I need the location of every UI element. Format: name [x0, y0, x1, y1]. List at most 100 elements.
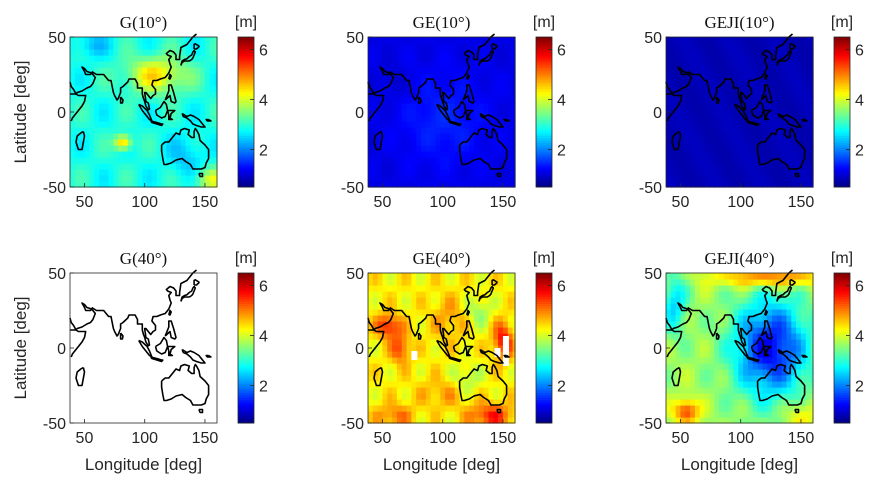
heatmap-cell [459, 279, 465, 286]
heatmap-cell [747, 393, 754, 400]
heatmap-cell [743, 315, 749, 322]
heatmap-cell [728, 375, 735, 382]
heatmap-cell [747, 375, 754, 382]
heatmap-cell [800, 339, 807, 346]
heatmap-cell [449, 55, 456, 62]
heatmap-cell [507, 399, 514, 406]
heatmap-cell [675, 181, 682, 188]
heatmap-cell [776, 73, 783, 80]
heatmap-cell [382, 151, 388, 158]
heatmap-cell [372, 387, 379, 394]
colorbar-segment [834, 319, 850, 323]
heatmap-cell [493, 79, 499, 86]
heatmap-cell [478, 121, 485, 128]
heatmap-cell [704, 151, 710, 158]
coastline [789, 278, 796, 286]
heatmap-cell [502, 279, 509, 286]
heatmap-cell [719, 333, 725, 340]
heatmap-cell [772, 97, 778, 104]
coastline [801, 354, 808, 358]
colorbar-tick-label: 6 [259, 43, 268, 60]
heatmap-cell [411, 345, 417, 352]
heatmap-cell [406, 139, 412, 146]
heatmap-cell [796, 43, 802, 50]
heatmap-cell [94, 43, 100, 50]
heatmap-cell [190, 133, 196, 140]
heatmap-cell [209, 97, 216, 104]
heatmap-cell [425, 67, 432, 74]
heatmap-cell [752, 387, 759, 394]
heatmap-cell [176, 115, 182, 122]
heatmap-cell [493, 37, 499, 44]
heatmap-cell [421, 357, 427, 364]
heatmap-cell [430, 279, 437, 286]
heatmap-cell [743, 55, 749, 62]
heatmap-cell [685, 49, 691, 56]
heatmap-cell [406, 169, 412, 176]
heatmap-cell [430, 369, 437, 376]
heatmap-cell [454, 103, 461, 110]
heatmap-cell [421, 55, 427, 62]
heatmap-cell [666, 37, 672, 44]
heatmap-cell [445, 175, 451, 182]
heatmap-cell [699, 315, 706, 322]
heatmap-cell [738, 375, 744, 382]
heatmap-cell [786, 115, 792, 122]
coastline [69, 302, 97, 331]
heatmap-cell [113, 79, 119, 86]
heatmap-cell [728, 37, 735, 44]
heatmap-cell [392, 309, 398, 316]
heatmap-cell [728, 67, 735, 74]
colorbar-segment [536, 100, 552, 104]
heatmap-cell [137, 37, 143, 44]
colorbar-segment [834, 147, 850, 150]
heatmap-cell [796, 85, 802, 92]
heatmap-cell [180, 109, 187, 116]
heatmap-cell [401, 85, 408, 92]
heatmap-cell [752, 411, 759, 418]
heatmap-cell [483, 321, 490, 328]
heatmap-cell [690, 387, 696, 394]
heatmap-cell [805, 127, 812, 134]
colorbar-segment [238, 114, 254, 118]
heatmap-cell [89, 121, 95, 128]
heatmap-cell [382, 37, 388, 44]
heatmap-cell [714, 291, 720, 298]
heatmap-cell [507, 375, 514, 382]
heatmap-cell [416, 345, 422, 352]
heatmap-cell [488, 345, 494, 352]
heatmap-cell [445, 163, 451, 170]
heatmap-cell [108, 169, 114, 176]
heatmap-cell [666, 339, 672, 346]
heatmap-cell [699, 369, 706, 376]
heatmap-cell [147, 145, 153, 152]
heatmap-cell [123, 67, 129, 74]
y-tick-label: 50 [48, 30, 66, 47]
heatmap-cell [699, 115, 706, 122]
heatmap-cell [714, 127, 720, 134]
heatmap-cell [180, 37, 187, 44]
heatmap-cell [185, 61, 192, 68]
heatmap-cell [694, 97, 701, 104]
heatmap-cell [694, 115, 701, 122]
panel-3 [69, 269, 255, 424]
coastline [756, 363, 806, 406]
heatmap-cell [699, 169, 706, 176]
heatmap-cell [757, 387, 763, 394]
heatmap-cell [440, 55, 446, 62]
coastline [503, 118, 510, 122]
heatmap-cell [791, 315, 797, 322]
heatmap-cell [776, 163, 783, 170]
heatmap-cell [474, 363, 480, 370]
heatmap-cell [733, 363, 739, 370]
heatmap-cell [401, 37, 408, 44]
heatmap-cell [151, 67, 158, 74]
y-tick-label: 0 [653, 341, 662, 358]
heatmap-cell [156, 43, 163, 50]
heatmap-cell [747, 351, 754, 358]
heatmap-cell [709, 175, 715, 182]
heatmap-cell [445, 381, 451, 388]
heatmap-cell [757, 73, 763, 80]
heatmap-cell [132, 163, 139, 170]
heatmap-cell [690, 121, 696, 128]
